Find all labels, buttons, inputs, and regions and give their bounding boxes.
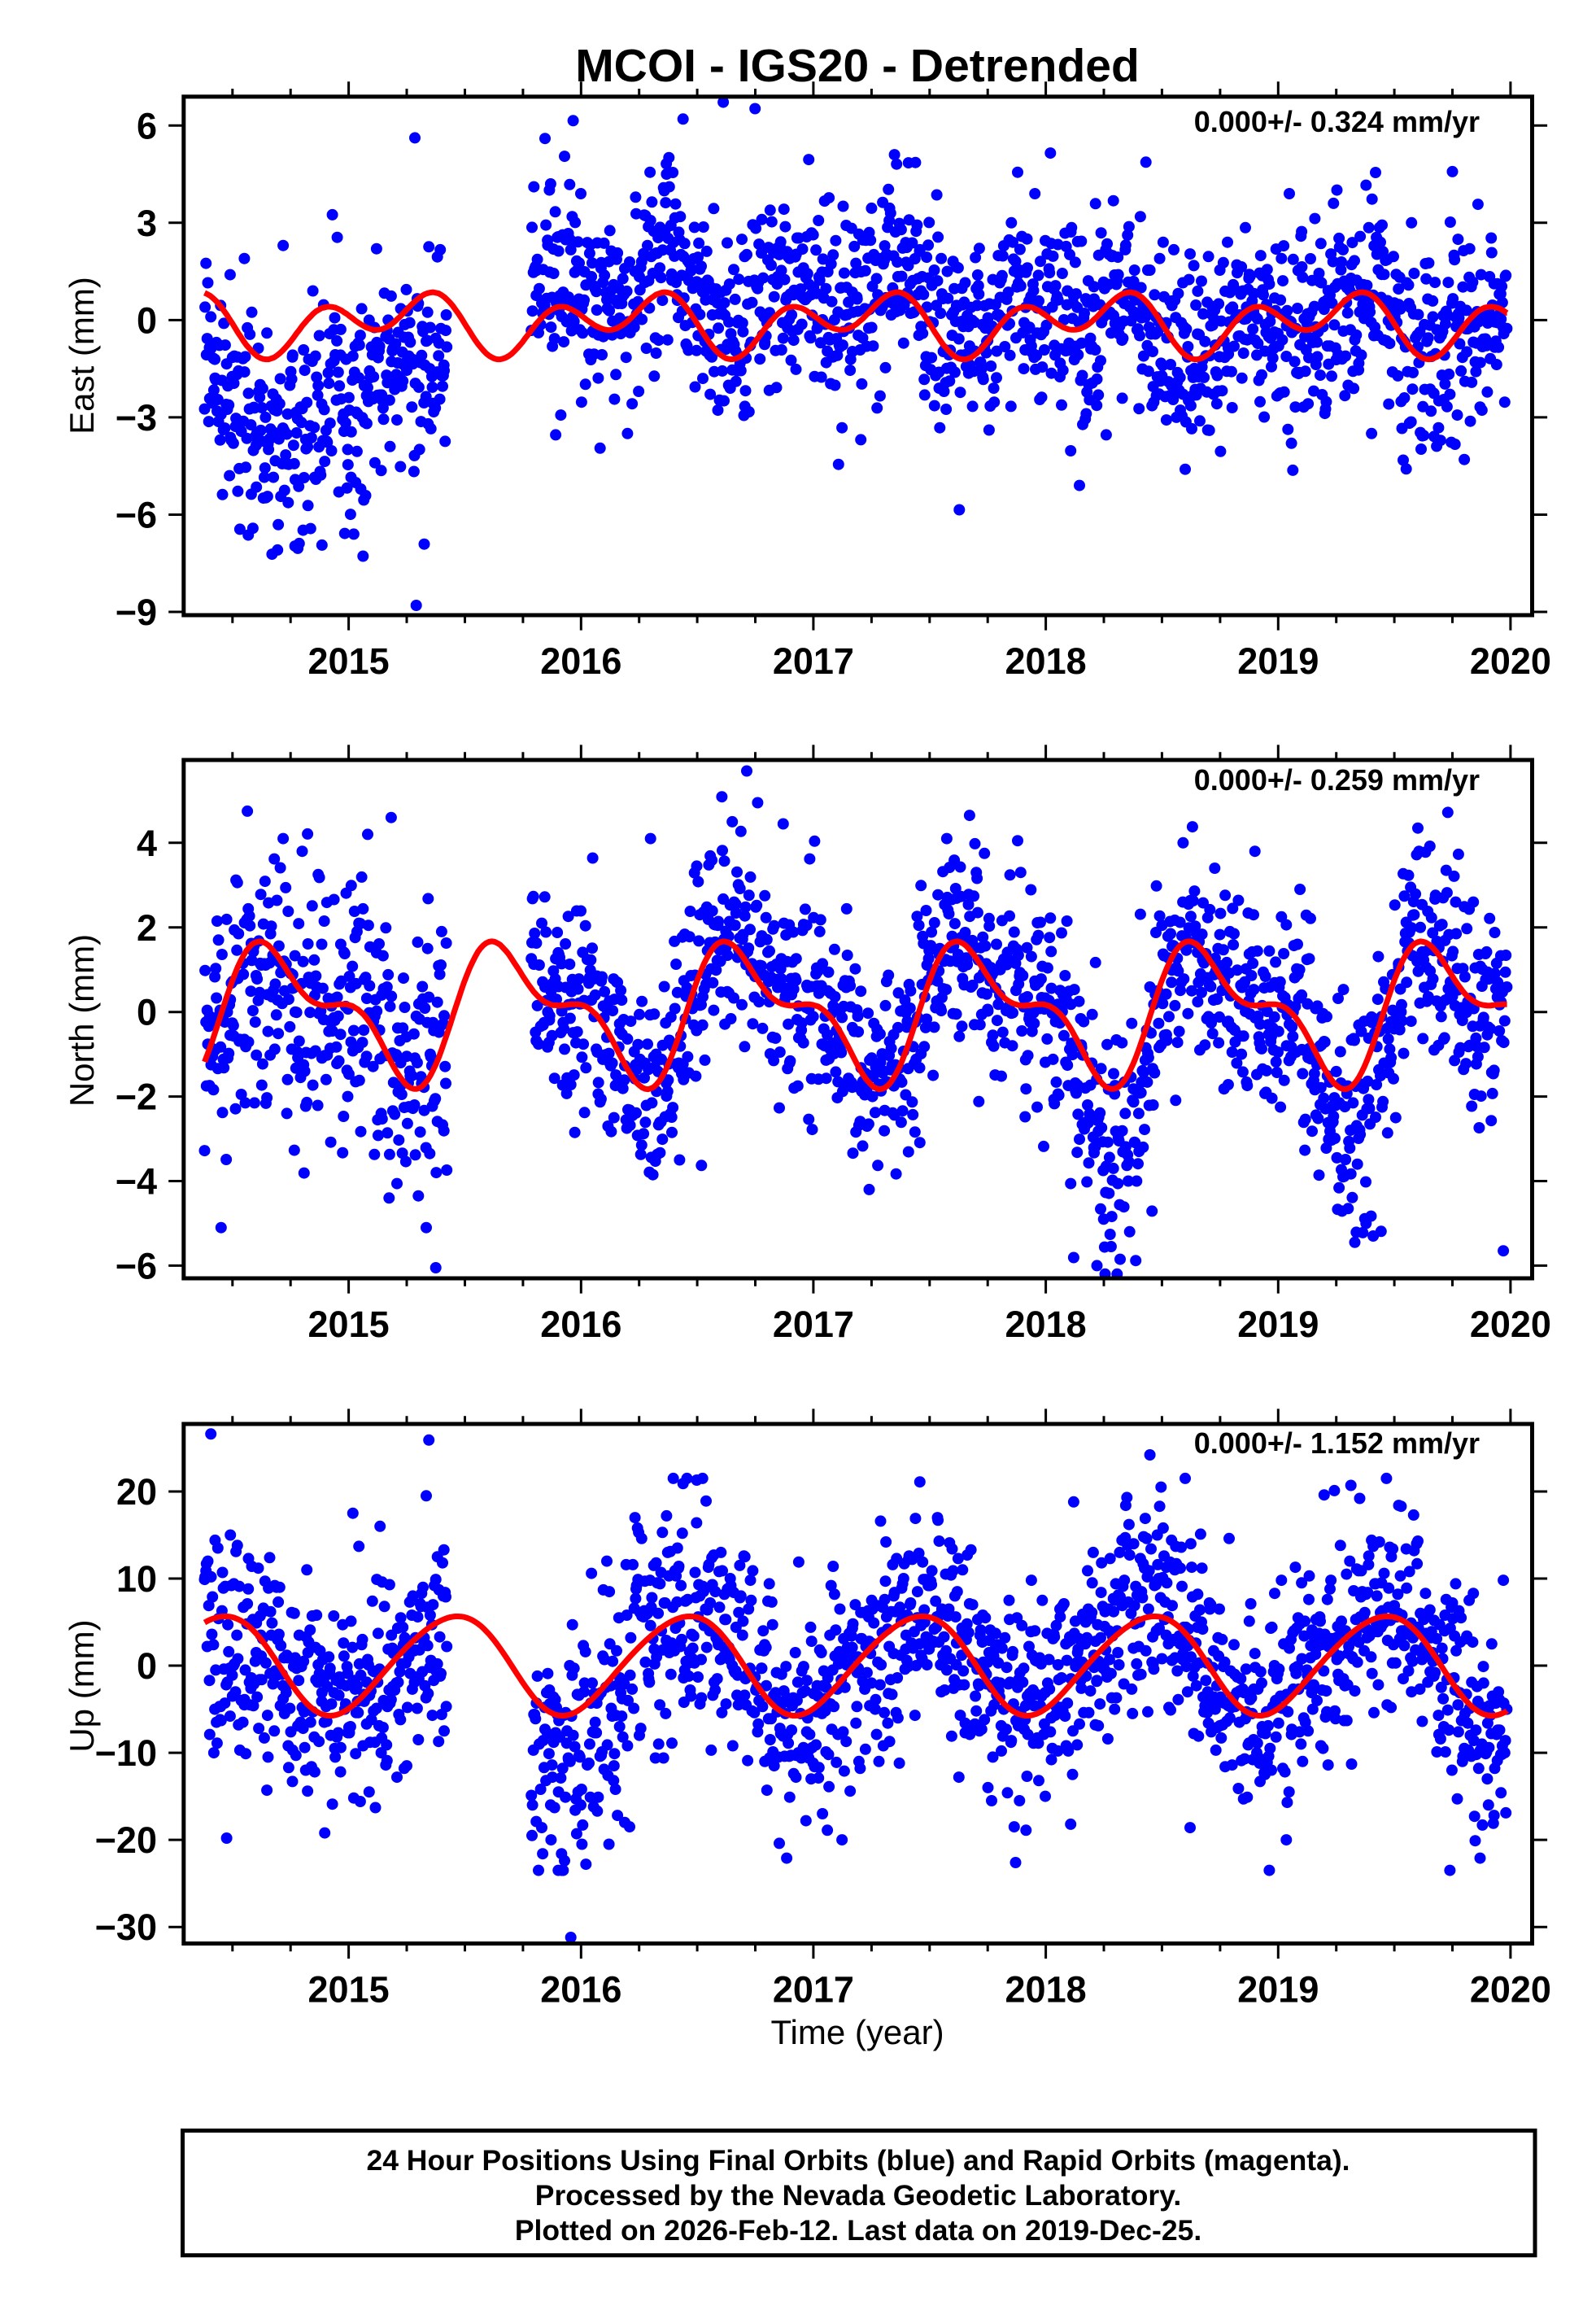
y-tick-label: −4 (116, 1161, 157, 1203)
x-tick-label: 2016 (540, 1969, 621, 2011)
footer-line-2: Processed by the Nevada Geodetic Laborat… (535, 2179, 1181, 2212)
x-tick-label: 2018 (1005, 640, 1087, 682)
y-tick-label: −30 (95, 1906, 157, 1948)
y-tick-labels-east: 6 3 0 −3 −6 −9 (116, 105, 157, 633)
x-tick-label: 2017 (773, 1969, 854, 2011)
x-tick-label: 2019 (1237, 640, 1319, 682)
y-tick-label: 3 (137, 203, 157, 244)
axis-ticks-east (168, 81, 1548, 631)
x-tick-label: 2017 (773, 640, 854, 682)
x-tick-label: 2020 (1470, 1304, 1551, 1345)
x-tick-labels-up: 2015 2016 2017 2018 2019 2020 (308, 1969, 1551, 2011)
x-tick-label: 2016 (540, 1304, 621, 1345)
x-tick-label: 2017 (773, 1304, 854, 1345)
north-rate-annotation: 0.000+/- 0.259 mm/yr (1194, 763, 1480, 797)
y-tick-label: −2 (116, 1077, 157, 1118)
x-tick-label: 2018 (1005, 1304, 1087, 1345)
scatter-points-up (198, 1428, 1513, 1943)
up-axis-label: Up (mm) (63, 1619, 101, 1752)
east-rate-annotation: 0.000+/- 0.324 mm/yr (1194, 105, 1480, 138)
axis-ticks-up (168, 1408, 1548, 1959)
panel-frame-east (181, 94, 1534, 618)
y-tick-label: 2 (137, 907, 157, 949)
y-tick-label: −20 (95, 1819, 157, 1861)
north-axis-label: North (mm) (63, 934, 101, 1107)
x-tick-label: 2020 (1470, 640, 1551, 682)
x-tick-labels-east: 2015 2016 2017 2018 2019 2020 (308, 640, 1551, 682)
y-tick-label: 0 (137, 1645, 157, 1687)
panel-frame-north (181, 758, 1534, 1281)
y-tick-label: 0 (137, 992, 157, 1033)
y-tick-label: −6 (116, 1245, 157, 1286)
x-tick-label: 2018 (1005, 1969, 1087, 2011)
y-tick-label: 6 (137, 105, 157, 146)
x-tick-label: 2015 (308, 1304, 390, 1345)
footer-line-3: Plotted on 2026-Feb-12. Last data on 201… (515, 2214, 1201, 2247)
scatter-points-north (198, 765, 1513, 1278)
x-tick-labels-north: 2015 2016 2017 2018 2019 2020 (308, 1304, 1551, 1345)
axis-ticks-north (168, 745, 1548, 1294)
model-curve-east (203, 289, 1510, 363)
x-tick-label: 2019 (1237, 1304, 1319, 1345)
y-tick-label: 20 (116, 1471, 157, 1513)
footer-box (181, 2128, 1537, 2258)
scatter-points-east (198, 96, 1513, 611)
up-rate-annotation: 0.000+/- 1.152 mm/yr (1194, 1426, 1480, 1460)
x-tick-label: 2020 (1470, 1969, 1551, 2011)
panel-frame-up (181, 1422, 1534, 1946)
chart-title: MCOI - IGS20 - Detrended (575, 40, 1140, 92)
model-curve-north (202, 938, 1510, 1093)
x-tick-label: 2015 (308, 1969, 390, 2011)
y-tick-label: 4 (137, 823, 157, 864)
y-tick-label: −9 (116, 592, 157, 633)
x-tick-label: 2016 (540, 640, 621, 682)
time-axis-label: Time (year) (770, 2013, 944, 2051)
y-tick-labels-north: 4 2 0 −2 −4 −6 (116, 823, 157, 1287)
x-tick-label: 2019 (1237, 1969, 1319, 2011)
y-tick-label: 10 (116, 1558, 157, 1600)
east-axis-label: East (mm) (63, 277, 101, 435)
model-curve-up (203, 1614, 1510, 1719)
x-tick-label: 2015 (308, 640, 390, 682)
y-tick-label: −10 (95, 1732, 157, 1774)
y-tick-labels-up: 20 10 0 −10 −20 −30 (95, 1471, 157, 1948)
footer-line-1: 24 Hour Positions Using Final Orbits (bl… (366, 2144, 1350, 2177)
y-tick-label: −6 (116, 495, 157, 536)
y-tick-label: 0 (137, 299, 157, 341)
y-tick-label: −3 (116, 397, 157, 439)
